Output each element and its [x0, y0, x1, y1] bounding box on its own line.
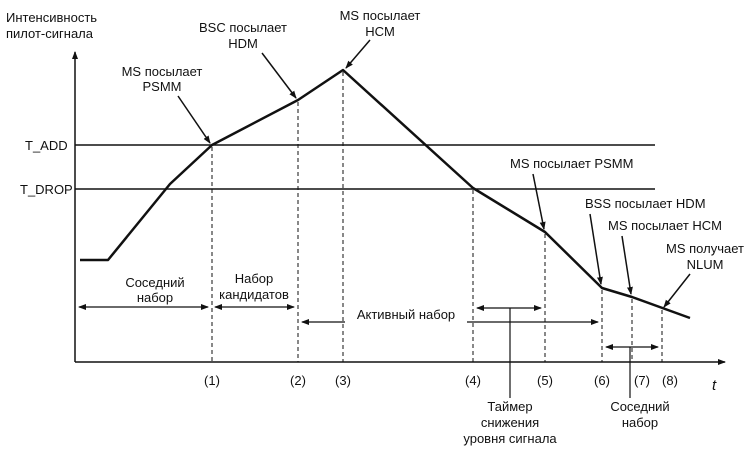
neighbor-after-label-line1: Соседний — [610, 399, 669, 414]
neighbor-after-label-line2: набор — [622, 415, 658, 430]
event-2-pointer — [261, 52, 297, 99]
candidate-set-label-line2: кандидатов — [219, 287, 289, 302]
event-5-pointer — [589, 213, 603, 285]
event-3-pointer — [345, 39, 371, 69]
event-lines — [211, 72, 663, 362]
event-4-pointer — [532, 173, 546, 230]
neighbor-set-label-line1: Соседний — [125, 275, 184, 290]
timer-label-line2: снижения — [481, 415, 539, 430]
timer-label-line1: Таймер — [487, 399, 532, 414]
y-axis-title-line1: Интенсивность — [6, 10, 97, 25]
time-marker-4: (4) — [465, 373, 481, 388]
time-marker-1: (1) — [204, 373, 220, 388]
event-4-label: MS посылает PSMM — [510, 156, 633, 171]
event-6-pointer — [621, 235, 633, 295]
time-marker-7: (7) — [634, 373, 650, 388]
pilot-signal-curve — [80, 68, 691, 320]
time-marker-2: (2) — [290, 373, 306, 388]
event-7-pointer — [663, 273, 691, 308]
time-marker-5: (5) — [537, 373, 553, 388]
active-set-label-bg — [345, 306, 467, 326]
t-add-label: T_ADD — [25, 138, 68, 153]
time-marker-8: (8) — [662, 373, 678, 388]
event-7-label-line2: NLUM — [687, 257, 724, 272]
event-1-label-line2: PSMM — [143, 79, 182, 94]
event-2-label-line1: BSC посылает — [199, 20, 287, 35]
y-axis-title-line2: пилот-сигнала — [6, 26, 94, 41]
event-5-label: BSS посылает HDM — [585, 196, 706, 211]
active-set-label: Активный набор — [357, 307, 455, 322]
event-6-label: MS посылает HCM — [608, 218, 722, 233]
event-2-label-line2: HDM — [228, 36, 258, 51]
timer-label-line3: уровня сигнала — [463, 431, 557, 446]
t-drop-label: T_DROP — [20, 182, 73, 197]
event-1-label-line1: MS посылает — [122, 64, 203, 79]
event-3-label-line1: MS посылает — [340, 8, 421, 23]
event-3-label-line2: HCM — [365, 24, 395, 39]
neighbor-set-label-line2: набор — [137, 290, 173, 305]
event-7-label-line1: MS получает — [666, 241, 744, 256]
x-axis-label: t — [712, 377, 717, 394]
candidate-set-label-line1: Набор — [235, 271, 274, 286]
time-marker-6: (6) — [594, 373, 610, 388]
time-marker-3: (3) — [335, 373, 351, 388]
event-1-pointer — [177, 95, 211, 144]
